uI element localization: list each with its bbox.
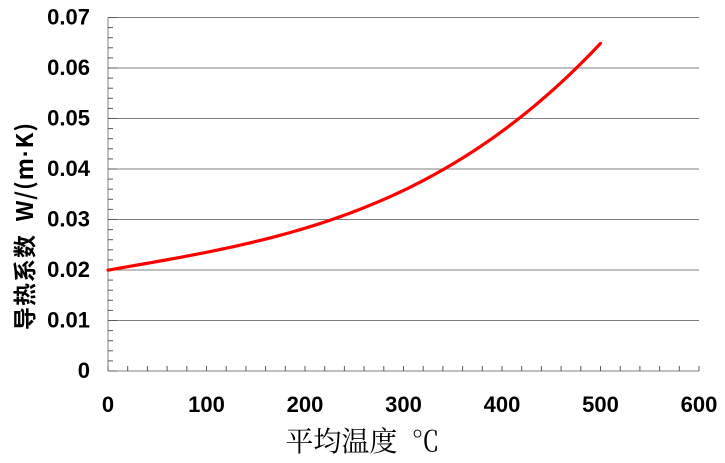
svg-text:0.03: 0.03 <box>47 207 90 232</box>
svg-text:200: 200 <box>287 392 324 417</box>
svg-text:0.01: 0.01 <box>47 308 90 333</box>
svg-text:600: 600 <box>681 392 718 417</box>
svg-text:500: 500 <box>582 392 619 417</box>
svg-text:0.05: 0.05 <box>47 106 90 131</box>
svg-text:100: 100 <box>188 392 225 417</box>
svg-text:0.06: 0.06 <box>47 55 90 80</box>
svg-text:0: 0 <box>102 392 114 417</box>
svg-text:0.02: 0.02 <box>47 257 90 282</box>
svg-text:300: 300 <box>385 392 422 417</box>
svg-text:0.07: 0.07 <box>47 5 90 30</box>
svg-text:0: 0 <box>78 358 90 383</box>
svg-text:0.04: 0.04 <box>47 156 91 181</box>
svg-text:400: 400 <box>484 392 521 417</box>
